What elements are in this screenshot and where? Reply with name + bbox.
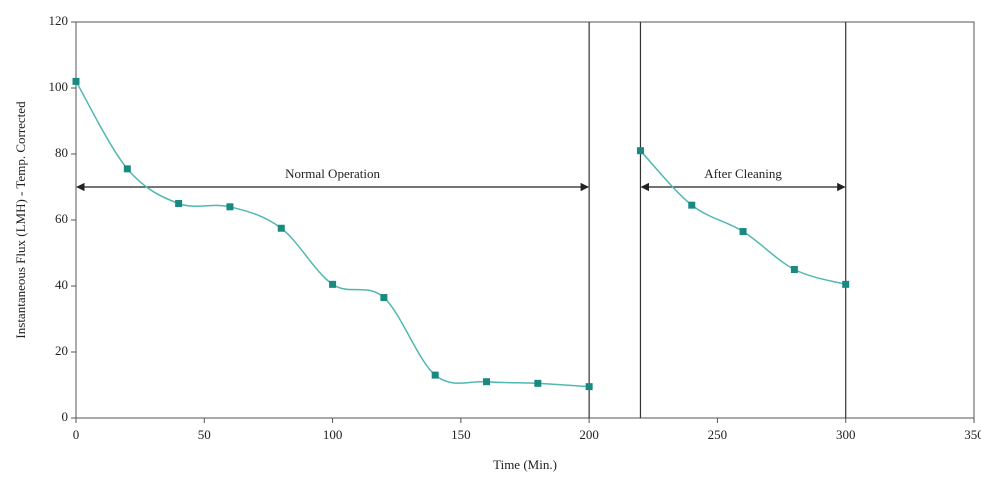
annotation-text: After Cleaning [704, 166, 782, 181]
x-tick-label: 50 [198, 427, 211, 442]
y-tick-label: 100 [49, 79, 69, 94]
data-point [431, 371, 439, 379]
x-tick-label: 0 [73, 427, 80, 442]
x-tick-label: 300 [836, 427, 856, 442]
data-point [739, 228, 747, 236]
plot-frame [75, 21, 975, 419]
data-point [483, 378, 491, 386]
series-line [75, 81, 590, 388]
data-point [226, 203, 234, 211]
data-point [585, 383, 593, 391]
data-point [790, 266, 798, 273]
y-tick-label: 80 [55, 145, 68, 160]
y-tick-label: 120 [49, 13, 69, 28]
data-point [534, 379, 542, 387]
y-axis-label: Instantaneous Flux (LMH) - Temp. Correct… [13, 101, 28, 339]
data-point [175, 200, 183, 207]
x-tick-label: 200 [579, 427, 599, 442]
y-tick-label: 40 [55, 277, 68, 292]
x-axis-label: Time (Min.) [493, 457, 557, 472]
data-point [329, 280, 337, 288]
x-tick-label: 350 [964, 427, 981, 442]
data-point [277, 224, 285, 232]
y-tick-label: 60 [55, 211, 68, 226]
data-point [380, 294, 388, 302]
data-point [123, 165, 131, 173]
x-tick-label: 150 [451, 427, 471, 442]
y-tick-label: 0 [62, 409, 69, 424]
data-point [688, 201, 696, 209]
x-tick-label: 100 [323, 427, 343, 442]
data-point [636, 147, 644, 155]
data-point [842, 280, 850, 288]
annotation-text: Normal Operation [285, 166, 380, 181]
x-tick-label: 250 [708, 427, 728, 442]
data-point [72, 77, 80, 85]
y-tick-label: 20 [55, 343, 68, 358]
